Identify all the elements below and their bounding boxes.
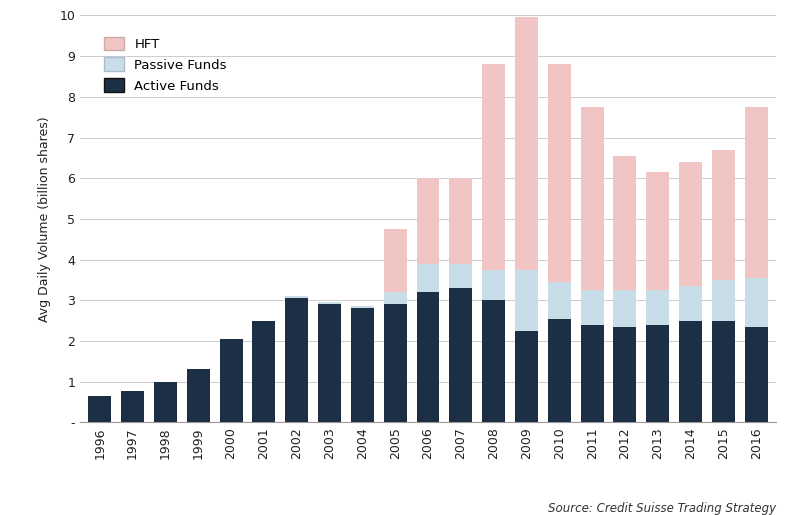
Bar <box>121 390 144 422</box>
Bar <box>417 264 439 292</box>
Bar <box>285 298 308 422</box>
Bar <box>712 150 735 280</box>
Bar <box>581 324 604 422</box>
Bar <box>450 178 472 264</box>
Bar <box>646 290 670 324</box>
Bar <box>712 280 735 320</box>
Bar <box>482 64 505 270</box>
Bar <box>614 290 637 327</box>
Bar <box>745 278 768 327</box>
Bar <box>186 369 210 422</box>
Bar <box>712 320 735 422</box>
Bar <box>482 300 505 422</box>
Bar <box>614 327 637 422</box>
Bar <box>581 290 604 324</box>
Bar <box>482 270 505 300</box>
Bar <box>450 264 472 288</box>
Bar <box>384 292 406 304</box>
Bar <box>646 172 670 290</box>
Bar <box>219 339 242 422</box>
Legend: HFT, Passive Funds, Active Funds: HFT, Passive Funds, Active Funds <box>94 26 238 103</box>
Bar <box>515 331 538 422</box>
Bar <box>679 320 702 422</box>
Bar <box>252 320 275 422</box>
Bar <box>679 286 702 320</box>
Bar <box>548 282 571 319</box>
Bar <box>515 270 538 331</box>
Bar <box>745 107 768 278</box>
Bar <box>384 304 406 422</box>
Bar <box>351 306 374 308</box>
Bar <box>679 162 702 286</box>
Bar <box>745 327 768 422</box>
Bar <box>614 156 637 290</box>
Bar <box>384 229 406 292</box>
Bar <box>548 319 571 422</box>
Bar <box>318 304 341 422</box>
Bar <box>318 302 341 304</box>
Bar <box>646 324 670 422</box>
Bar <box>548 64 571 282</box>
Text: Source: Credit Suisse Trading Strategy: Source: Credit Suisse Trading Strategy <box>548 502 776 515</box>
Bar <box>450 288 472 422</box>
Bar <box>417 292 439 422</box>
Bar <box>154 383 177 422</box>
Bar <box>417 178 439 264</box>
Bar <box>88 396 111 422</box>
Bar <box>351 308 374 422</box>
Bar <box>515 18 538 270</box>
Y-axis label: Avg Daily Volume (billion shares): Avg Daily Volume (billion shares) <box>38 116 51 322</box>
Bar <box>581 107 604 290</box>
Bar <box>285 296 308 298</box>
